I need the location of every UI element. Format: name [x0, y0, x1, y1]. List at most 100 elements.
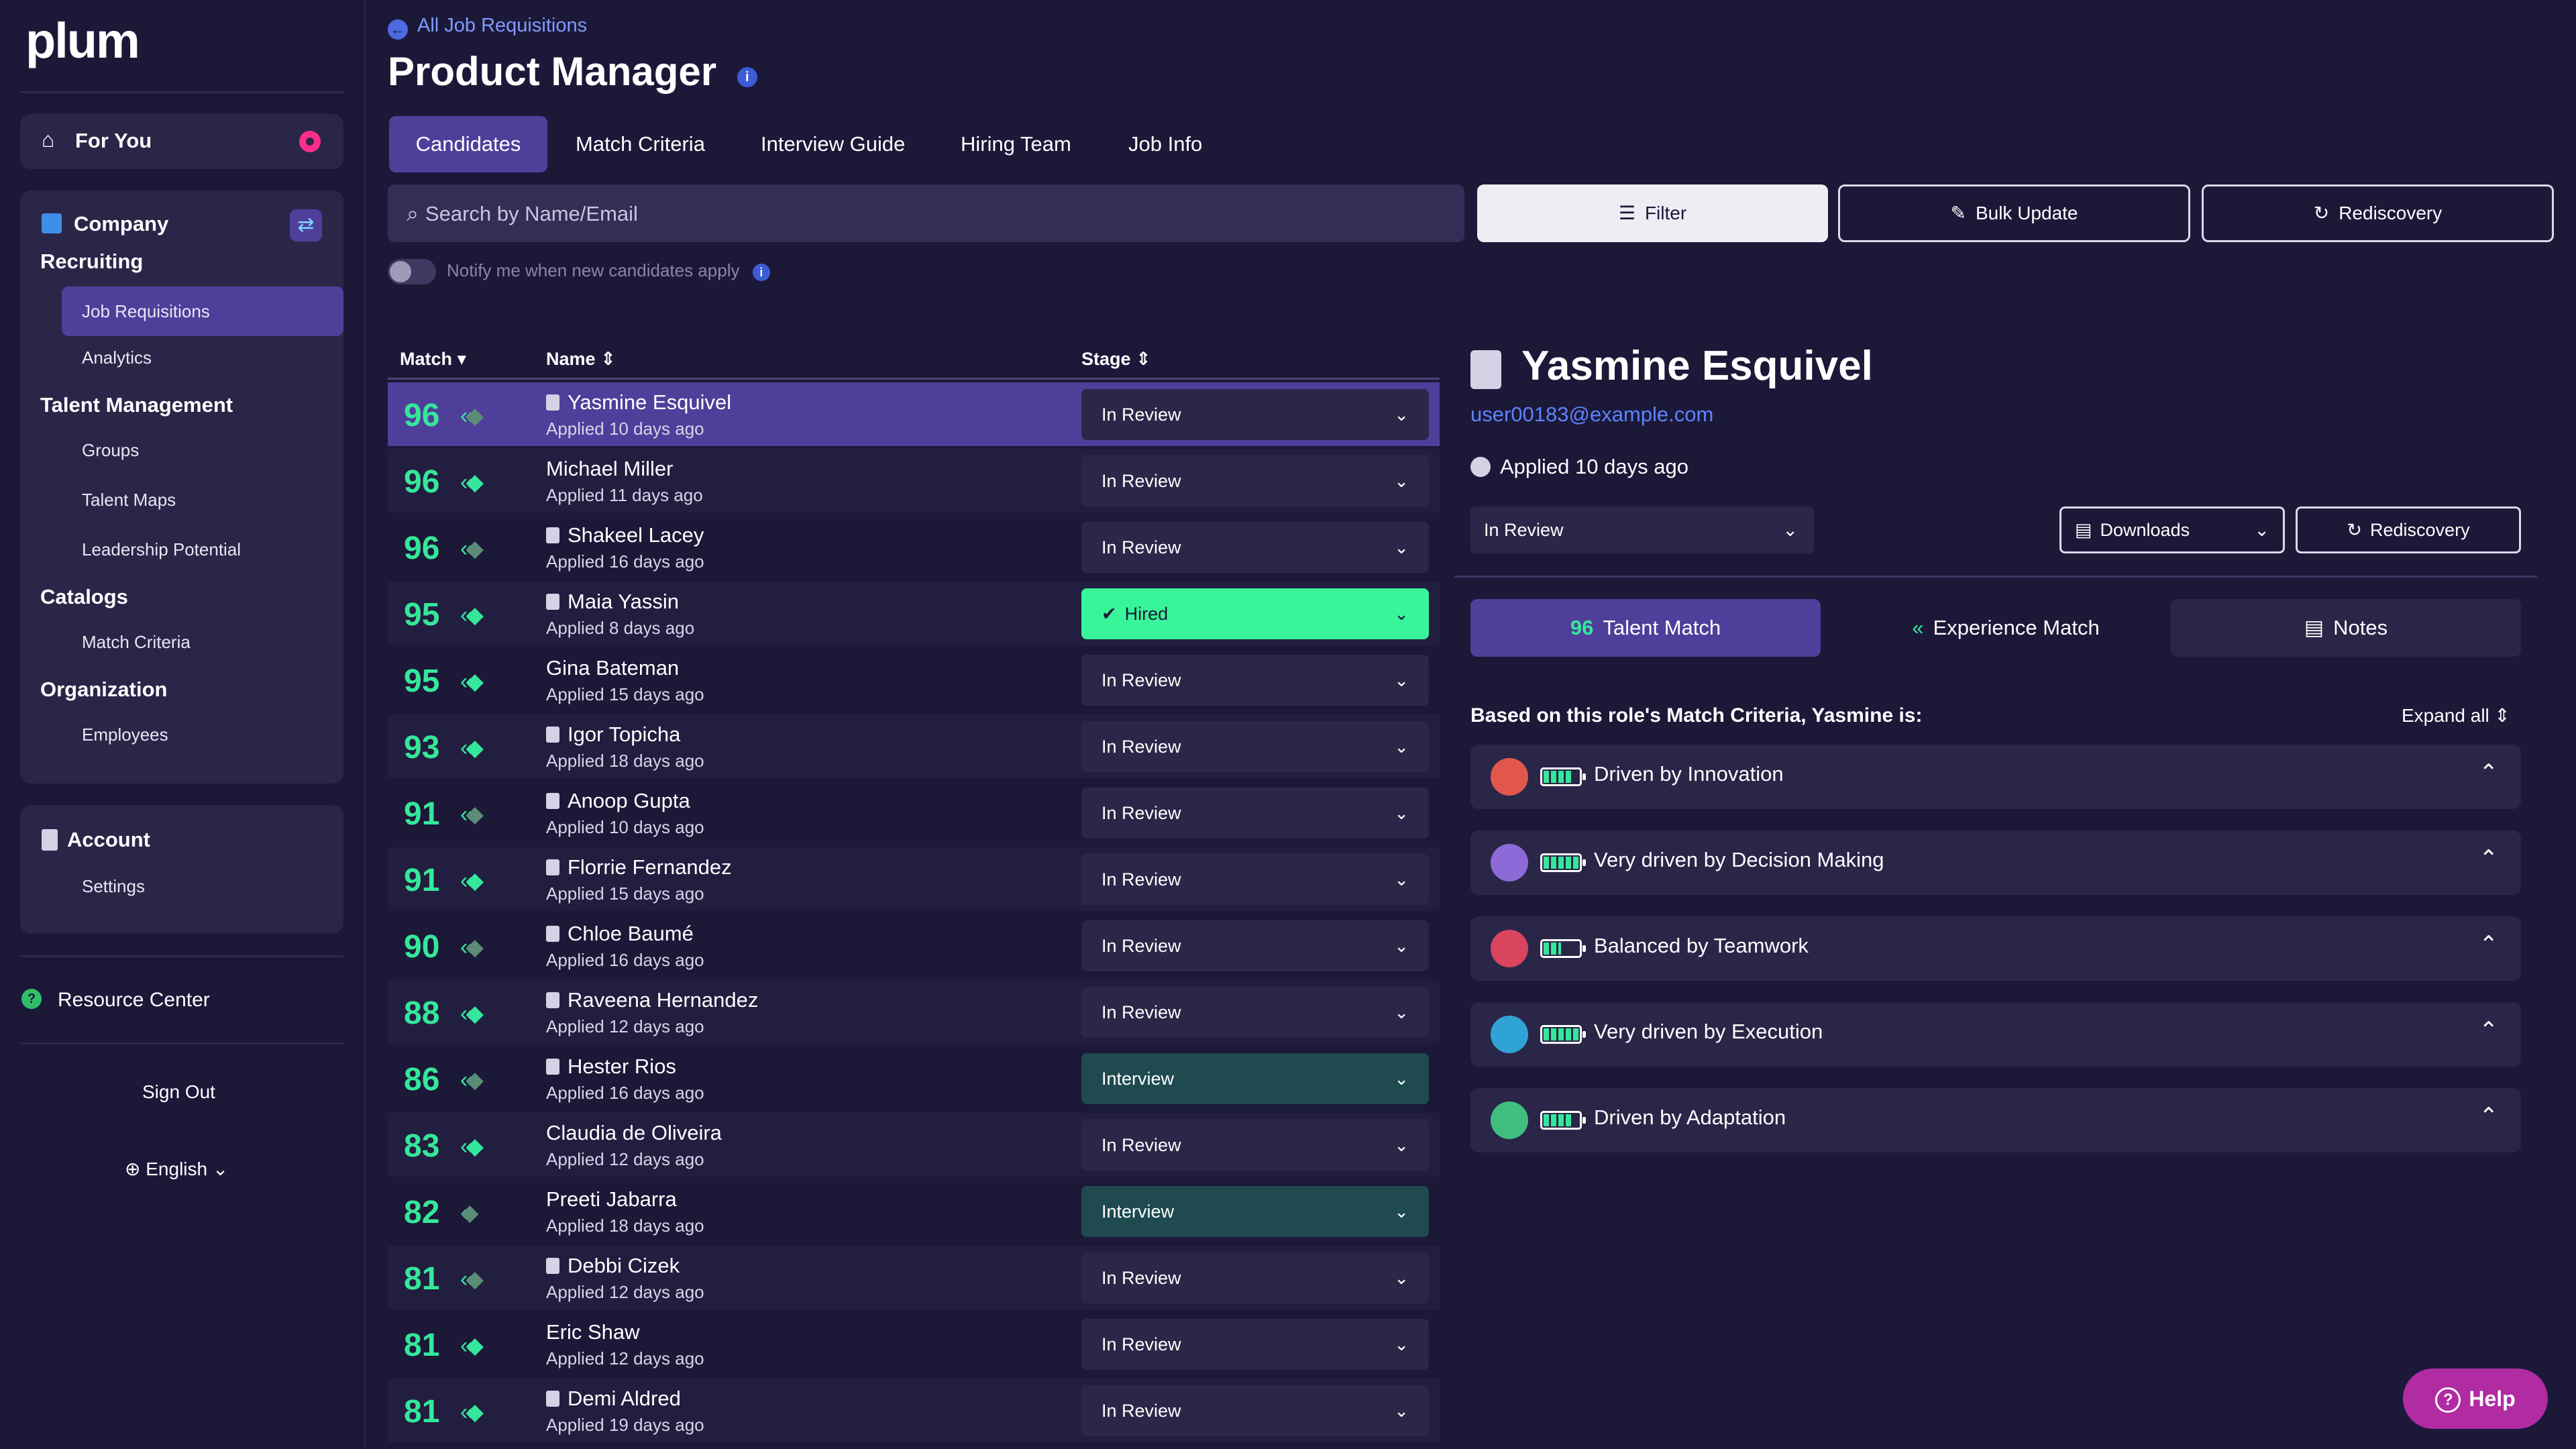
table-row[interactable]: 88 «◆ Raveena Hernandez Applied 12 days ago… — [388, 980, 1440, 1044]
chevron-down-icon: ⌄ — [1394, 1135, 1409, 1155]
table-row[interactable]: 81 «◆ Demi Aldred Applied 19 days ago In Rev… — [388, 1379, 1440, 1442]
help-button[interactable]: ? Help — [2403, 1368, 2548, 1429]
criteria-item[interactable]: Driven by Innovation ⌃ — [1470, 745, 2521, 809]
tab-experience-match[interactable]: « Experience Match — [1831, 599, 2180, 657]
stage-dropdown[interactable]: In Review ⌄ — [1081, 854, 1429, 905]
table-row[interactable]: 91 «◆ Florrie Fernandez Applied 15 days ago… — [388, 847, 1440, 911]
search-input[interactable]: ⌕ Search by Name/Email — [388, 184, 1464, 242]
tab-talent-match[interactable]: 96 Talent Match — [1470, 599, 1821, 657]
table-row[interactable]: 82 ‹◆ Preeti Jabarra Applied 18 days ago Int… — [388, 1179, 1440, 1243]
rediscovery-button[interactable]: ↻ Rediscovery — [2202, 184, 2554, 242]
candidate-name[interactable]: Claudia de Oliveira — [546, 1121, 722, 1145]
table-row[interactable]: 93 «◆ Igor Topicha Applied 18 days ago In Re… — [388, 714, 1440, 778]
filter-button[interactable]: ☰ Filter — [1477, 184, 1828, 242]
stage-dropdown[interactable]: In Review ⌄ — [1081, 1319, 1429, 1370]
candidate-name[interactable]: Chloe Baumé — [546, 922, 694, 946]
candidate-name[interactable]: Michael Miller — [546, 457, 673, 481]
switch-icon[interactable]: ⇄ — [290, 209, 322, 241]
criteria-item[interactable]: Very driven by Decision Making ⌃ — [1470, 830, 2521, 895]
chevron-up-icon[interactable]: ⌃ — [2479, 846, 2499, 871]
chevron-down-icon: ⌄ — [1394, 1268, 1409, 1288]
chevron-up-icon[interactable]: ⌃ — [2479, 1018, 2499, 1043]
notify-toggle[interactable] — [388, 259, 436, 284]
candidate-name-text: Florrie Fernandez — [568, 855, 732, 879]
expand-all-button[interactable]: Expand all ⇕ — [2402, 704, 2510, 727]
table-row[interactable]: 96 «◆ Shakeel Lacey Applied 16 days ago In R… — [388, 515, 1440, 579]
table-row[interactable]: 95 «◆ Maia Yassin Applied 8 days ago ✔ Hired ⌄ — [388, 582, 1440, 645]
table-row[interactable]: 90 «◆ Chloe Baumé Applied 16 days ago In Rev… — [388, 914, 1440, 977]
tab-hiring-team[interactable]: Hiring Team — [961, 132, 1071, 156]
stage-dropdown[interactable]: In Review ⌄ — [1081, 1385, 1429, 1436]
sign-out-link[interactable]: Sign Out — [142, 1081, 215, 1102]
criteria-item[interactable]: Balanced by Teamwork ⌃ — [1470, 916, 2521, 981]
chevron-up-icon[interactable]: ⌃ — [2479, 932, 2499, 957]
sidebar-item-groups[interactable]: Groups — [82, 440, 140, 460]
tab-match-criteria[interactable]: Match Criteria — [576, 132, 705, 156]
sidebar-item-match-criteria[interactable]: Match Criteria — [82, 632, 191, 652]
stage-dropdown[interactable]: In Review ⌄ — [1081, 788, 1429, 839]
chevron-up-icon[interactable]: ⌃ — [2479, 1104, 2499, 1129]
stage-dropdown[interactable]: Interview ⌄ — [1081, 1053, 1429, 1104]
candidate-name[interactable]: Debbi Cizek — [546, 1254, 680, 1278]
downloads-dropdown[interactable]: ▤ Downloads ⌄ — [2059, 506, 2285, 553]
breadcrumb[interactable]: ← All Job Requisitions — [388, 15, 587, 40]
sidebar-item-employees[interactable]: Employees — [82, 724, 168, 745]
stage-dropdown[interactable]: In Review ⌄ — [1081, 1120, 1429, 1171]
candidate-name[interactable]: Anoop Gupta — [546, 789, 690, 813]
stage-dropdown[interactable]: In Review ⌄ — [1081, 522, 1429, 573]
sidebar-item-job-requisitions[interactable]: Job Requisitions — [62, 286, 343, 336]
sidebar-item-settings[interactable]: Settings — [82, 876, 145, 896]
info-icon[interactable]: i — [752, 264, 770, 281]
stage-column-header[interactable]: Stage ⇕ — [1081, 349, 1151, 370]
table-row[interactable]: 81 «◆ Debbi Cizek Applied 12 days ago In Rev… — [388, 1246, 1440, 1309]
sidebar-item-analytics[interactable]: Analytics — [82, 347, 152, 368]
candidate-name[interactable]: Eric Shaw — [546, 1320, 640, 1344]
match-column-header[interactable]: Match ▾ — [400, 349, 466, 370]
bulk-update-button[interactable]: ✎ Bulk Update — [1838, 184, 2190, 242]
candidate-name[interactable]: Preeti Jabarra — [546, 1187, 677, 1212]
stage-dropdown[interactable]: Interview ⌄ — [1081, 1186, 1429, 1237]
table-row[interactable]: 95 «◆ Gina Bateman Applied 15 days ago In Re… — [388, 648, 1440, 712]
stage-dropdown[interactable]: In Review ⌄ — [1081, 389, 1429, 440]
match-score: 95 — [404, 663, 440, 699]
table-row[interactable]: 81 «◆ Eric Shaw Applied 12 days ago In Revie… — [388, 1312, 1440, 1376]
for-you-item[interactable]: ⌂ For You — [20, 114, 343, 169]
language-selector[interactable]: ⊕ English ⌄ — [125, 1158, 228, 1180]
criteria-item[interactable]: Driven by Adaptation ⌃ — [1470, 1088, 2521, 1152]
stage-dropdown[interactable]: In Review ⌄ — [1470, 506, 1814, 553]
sidebar-item-talent-maps[interactable]: Talent Maps — [82, 490, 176, 510]
stage-dropdown[interactable]: In Review ⌄ — [1081, 721, 1429, 772]
table-row[interactable]: 96 «◆ Yasmine Esquivel Applied 10 days ago I… — [388, 382, 1440, 446]
tab-candidates[interactable]: Candidates — [389, 116, 547, 172]
info-icon[interactable]: i — [737, 67, 757, 87]
resource-center-link[interactable]: Resource Center — [58, 989, 210, 1011]
sidebar-item-leadership-potential[interactable]: Leadership Potential — [82, 539, 241, 559]
table-row[interactable]: 96 «◆ Michael Miller Applied 11 days ago In … — [388, 449, 1440, 513]
stage-dropdown[interactable]: ✔ Hired ⌄ — [1081, 588, 1429, 639]
stage-dropdown[interactable]: In Review ⌄ — [1081, 920, 1429, 971]
tab-job-info[interactable]: Job Info — [1128, 132, 1203, 156]
table-row[interactable]: 83 «◆ Claudia de Oliveira Applied 12 days a… — [388, 1113, 1440, 1177]
criteria-item[interactable]: Very driven by Execution ⌃ — [1470, 1002, 2521, 1067]
stage-dropdown[interactable]: In Review ⌄ — [1081, 455, 1429, 506]
candidate-name[interactable]: Yasmine Esquivel — [546, 390, 731, 415]
stage-dropdown[interactable]: In Review ⌄ — [1081, 1252, 1429, 1303]
tab-interview-guide[interactable]: Interview Guide — [761, 132, 906, 156]
table-row[interactable]: 86 «◆ Hester Rios Applied 16 days ago Interv… — [388, 1046, 1440, 1110]
candidate-email-link[interactable]: user00183@example.com — [1470, 402, 1714, 426]
stage-dropdown[interactable]: In Review ⌄ — [1081, 655, 1429, 706]
tab-notes[interactable]: ▤ Notes — [2171, 599, 2521, 657]
candidate-name[interactable]: Gina Bateman — [546, 656, 679, 680]
candidate-name[interactable]: Igor Topicha — [546, 722, 680, 747]
candidate-name[interactable]: Florrie Fernandez — [546, 855, 732, 879]
candidate-name[interactable]: Maia Yassin — [546, 590, 679, 614]
candidate-name[interactable]: Hester Rios — [546, 1055, 676, 1079]
candidate-name[interactable]: Shakeel Lacey — [546, 523, 704, 547]
name-column-header[interactable]: Name ⇕ — [546, 349, 616, 370]
chevron-up-icon[interactable]: ⌃ — [2479, 760, 2499, 786]
candidate-name[interactable]: Raveena Hernandez — [546, 988, 758, 1012]
candidate-name[interactable]: Demi Aldred — [546, 1387, 681, 1411]
stage-dropdown[interactable]: In Review ⌄ — [1081, 987, 1429, 1038]
detail-rediscovery-button[interactable]: ↻ Rediscovery — [2296, 506, 2521, 553]
table-row[interactable]: 91 «◆ Anoop Gupta Applied 10 days ago In Rev… — [388, 781, 1440, 845]
